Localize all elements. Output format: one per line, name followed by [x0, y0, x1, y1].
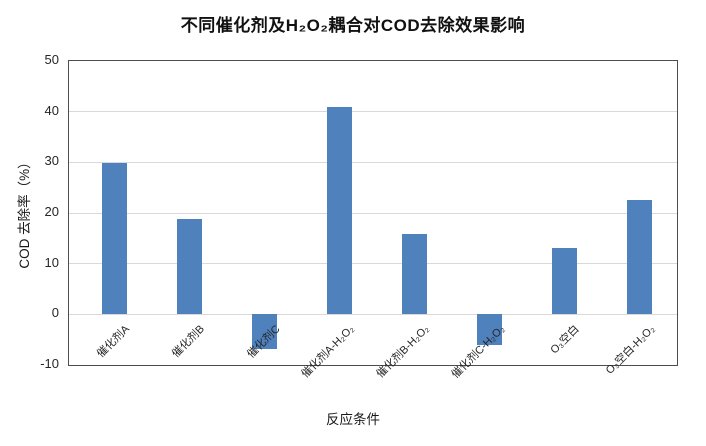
bar-催化剂B-H₂O₂	[402, 234, 427, 315]
bar-催化剂C-H₂O₂	[477, 314, 502, 345]
gridline-0	[69, 313, 677, 315]
gridline-10	[69, 263, 677, 265]
bar-O₃空白-H₂O₂	[627, 200, 652, 315]
bar-催化剂C	[252, 314, 277, 349]
chart-title: 不同催化剂及H₂O₂耦合对COD去除效果影响	[180, 16, 526, 35]
gridline-20	[69, 212, 677, 214]
y-tick-label--10: -10	[40, 356, 59, 371]
bar-催化剂A	[102, 163, 127, 315]
y-tick-label-50: 50	[44, 52, 59, 67]
bar-催化剂B	[177, 219, 202, 315]
plot-area	[68, 60, 678, 366]
x-axis-title: 反应条件	[326, 412, 380, 427]
y-tick-label-40: 40	[44, 102, 59, 118]
gridline-40	[69, 111, 677, 113]
y-tick-label-0: 0	[51, 305, 59, 321]
y-tick-label-30: 30	[44, 153, 59, 169]
y-tick-label-20: 20	[44, 204, 59, 219]
bar-催化剂A-H₂O₂	[327, 106, 352, 315]
bar-O₃空白	[552, 248, 577, 315]
gridline-30	[69, 161, 677, 163]
y-tick-label-10: 10	[44, 254, 59, 270]
